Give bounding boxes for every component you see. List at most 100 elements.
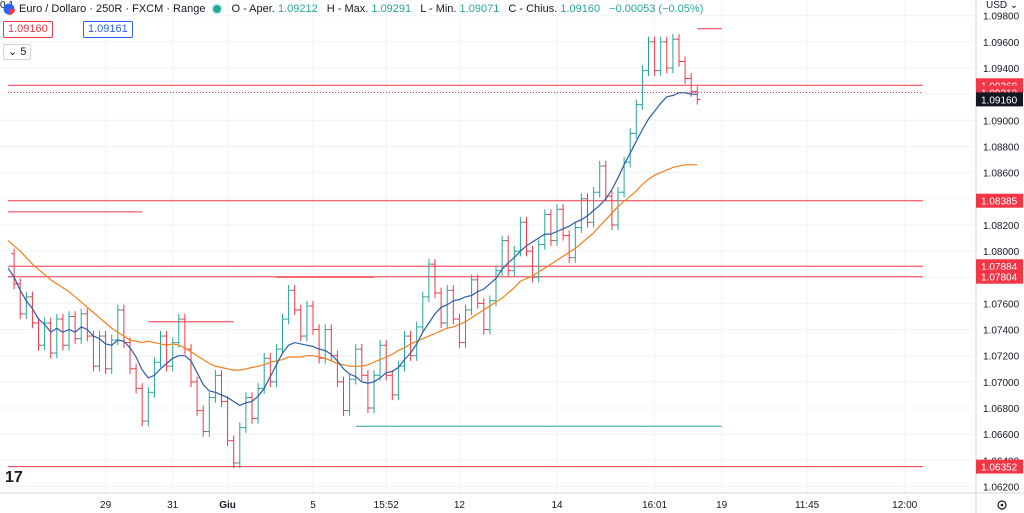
ohlc-bar: [334, 350, 341, 388]
ohlc-bar: [297, 304, 304, 342]
price-tick-label: 1.09400: [983, 64, 1020, 75]
settings-icon-dot: [1000, 503, 1004, 507]
price-label-badge: 1.08385: [976, 193, 1023, 208]
currency-selector[interactable]: USD ⌄: [986, 0, 1018, 11]
ohlc-bar: [212, 370, 219, 403]
open-label: O - Aper.: [231, 3, 275, 15]
symbol-title[interactable]: Euro / Dollaro · 250R · FXCM · Range: [19, 3, 206, 15]
ohlc-readout: O - Aper. 1.09212 H - Max. 1.09291 L - M…: [231, 3, 709, 15]
ohlc-bar: [596, 160, 603, 198]
ohlc-bar: [255, 383, 262, 424]
ohlc-bar: [566, 230, 573, 263]
ohlc-bar: [291, 285, 298, 316]
ohlc-bar: [535, 239, 542, 283]
ohlc-bar: [108, 334, 115, 374]
ohlc-bar: [346, 374, 353, 416]
ask-price-button[interactable]: 1.09161: [83, 21, 133, 38]
ohlc-bar: [651, 36, 658, 76]
ohlc-bar: [584, 193, 591, 228]
time-tick-label: 29: [100, 500, 112, 511]
ohlc-bar: [669, 34, 676, 74]
ohlc-bar: [578, 193, 585, 233]
price-tick-label: 1.07200: [983, 352, 1020, 363]
ohlc-bar: [340, 376, 347, 416]
badge-text: 1.08385: [981, 197, 1018, 208]
badge-bg: [976, 269, 1023, 284]
ohlc-bar: [444, 285, 451, 329]
ohlc-bar: [163, 330, 170, 372]
open-value: 1.09212: [277, 3, 318, 15]
bid-price-button[interactable]: 1.09160: [3, 21, 53, 38]
ohlc-bar: [688, 73, 695, 97]
symbol-header: Euro / Dollaro · 250R · FXCM · Range O -…: [0, 0, 709, 18]
currency-label: USD: [986, 0, 1008, 11]
ohlc-bar: [419, 291, 426, 333]
ohlc-bar: [352, 343, 359, 385]
ohlc-bar: [157, 330, 164, 368]
ohlc-bar: [608, 190, 615, 231]
price-tick-label: 1.08200: [983, 221, 1020, 232]
ohlc-bar: [84, 308, 91, 342]
ohlc-bar: [627, 128, 634, 168]
ohlc-bar: [175, 313, 182, 348]
badge-text: 1.07884: [981, 262, 1018, 273]
ohlc-bar: [676, 34, 682, 67]
market-status-dot: [213, 5, 222, 13]
ohlc-bar: [96, 330, 103, 372]
price-tick-label: 1.07000: [983, 378, 1020, 389]
ohlc-bar: [114, 304, 121, 346]
ohlc-bar: [194, 376, 201, 416]
ohlc-bar: [224, 396, 231, 446]
time-tick-label: 19: [716, 500, 728, 511]
badge-bg: [976, 193, 1023, 208]
ohlc-bar: [657, 36, 664, 76]
high-label: H - Max.: [326, 3, 369, 15]
ohlc-bar: [694, 86, 701, 105]
ohlc-bar: [151, 357, 158, 398]
ohlc-bar: [133, 363, 140, 394]
ohlc-bar: [47, 317, 54, 359]
ohlc-bar: [249, 392, 255, 424]
ohlc-bar: [66, 311, 72, 351]
close-value: 1.09160: [560, 3, 601, 15]
ohlc-bar: [407, 330, 414, 361]
price-tick-label: 1.09800: [983, 12, 1020, 23]
price-label-badge: 1.06352: [976, 459, 1023, 474]
price-tick-label: 1.08600: [983, 169, 1020, 180]
ohlc-bar: [218, 370, 225, 407]
ohlc-bar: [480, 298, 487, 335]
indicators-toggle[interactable]: ⌄ 5: [3, 44, 32, 60]
ohlc-bar: [139, 383, 146, 427]
settings-icon-ring: [997, 500, 1007, 510]
close-label: C - Chius.: [508, 3, 558, 15]
badge-text: 1.09160: [981, 95, 1018, 106]
change-value: −0.00053 (−0.05%): [609, 3, 704, 15]
ohlc-bar: [633, 99, 640, 139]
price-tick-label: 1.08800: [983, 142, 1020, 153]
ohlc-bar: [389, 370, 396, 401]
ohlc-bar: [200, 405, 207, 437]
price-tick-label: 1.09000: [983, 116, 1020, 127]
price-tick-label: 1.09600: [983, 38, 1020, 49]
ohlc-bar: [35, 317, 42, 351]
ohlc-bar: [371, 370, 377, 414]
time-tick-label: 12:00: [892, 500, 917, 511]
ohlc-bar: [41, 317, 48, 351]
euro-flag-icon: [3, 3, 15, 15]
ohlc-bar: [285, 285, 292, 325]
time-tick-label: 31: [167, 500, 179, 511]
ohlc-bar: [377, 340, 384, 381]
ohlc-bar: [511, 245, 518, 276]
ohlc-bar: [645, 36, 652, 76]
price-tick-label: 1.07600: [983, 299, 1020, 310]
badge-text: 1.07804: [981, 273, 1018, 284]
ohlc-bar: [682, 56, 689, 84]
ohlc-bar: [401, 330, 408, 372]
price-label-badge: 1.07804: [976, 269, 1023, 284]
ohlc-bar: [127, 337, 133, 374]
time-tick-label: 11:45: [795, 500, 820, 511]
price-tick-label: 1.06600: [983, 430, 1020, 441]
price-tick-label: 1.08000: [983, 247, 1020, 258]
